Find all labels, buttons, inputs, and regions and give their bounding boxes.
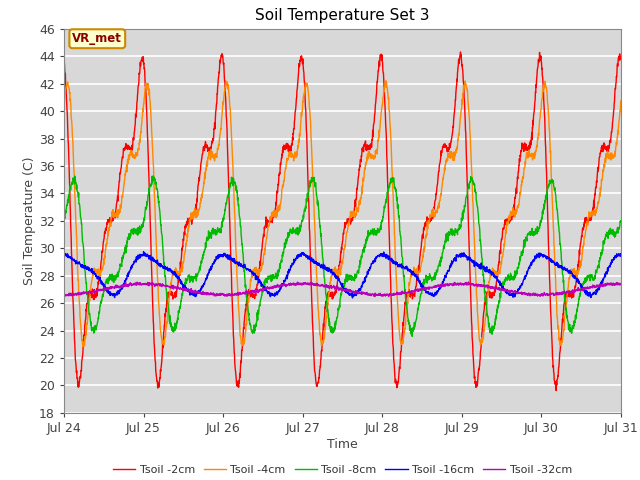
Tsoil -2cm [373,83,381,88]
Tsoil -4cm [373,147,381,153]
Tsoil -4cm [79,344,86,349]
Tsoil -8cm [149,173,157,179]
Tsoil -16cm [374,253,381,259]
Tsoil -4cm [60,104,68,109]
Tsoil -2cm [617,57,625,62]
Tsoil -16cm [566,268,573,274]
Tsoil -8cm [60,219,68,225]
Tsoil -8cm [550,183,557,189]
Tsoil -8cm [408,334,416,339]
Tsoil -4cm [617,98,625,104]
Tsoil -2cm [550,363,557,369]
Tsoil -32cm [60,292,68,298]
Tsoil -32cm [617,281,625,287]
Tsoil -16cm [140,249,147,254]
Tsoil -2cm [60,60,68,66]
Tsoil -16cm [617,253,625,259]
Legend: Tsoil -2cm, Tsoil -4cm, Tsoil -8cm, Tsoil -16cm, Tsoil -32cm: Tsoil -2cm, Tsoil -4cm, Tsoil -8cm, Tsoi… [108,461,577,480]
Line: Tsoil -32cm: Tsoil -32cm [64,282,621,297]
Tsoil -32cm [373,291,381,297]
Tsoil -32cm [550,293,557,299]
Line: Tsoil -4cm: Tsoil -4cm [64,81,621,347]
Tsoil -16cm [60,251,68,256]
Tsoil -8cm [617,218,625,224]
Tsoil -16cm [617,251,625,257]
Tsoil -4cm [382,78,390,84]
Y-axis label: Soil Temperature (C): Soil Temperature (C) [23,156,36,285]
Line: Tsoil -8cm: Tsoil -8cm [64,176,621,336]
Tsoil -32cm [617,281,625,287]
Tsoil -32cm [566,288,573,294]
Title: Soil Temperature Set 3: Soil Temperature Set 3 [255,9,429,24]
Tsoil -4cm [314,307,322,312]
Tsoil -4cm [479,339,486,345]
Tsoil -4cm [617,103,625,108]
Tsoil -16cm [314,262,322,267]
X-axis label: Time: Time [327,438,358,451]
Tsoil -2cm [314,379,322,385]
Text: VR_met: VR_met [72,32,122,45]
Tsoil -8cm [479,260,486,266]
Tsoil -4cm [566,275,573,281]
Tsoil -2cm [552,388,560,394]
Tsoil -16cm [349,295,356,301]
Line: Tsoil -2cm: Tsoil -2cm [64,52,621,391]
Tsoil -2cm [478,328,486,334]
Tsoil -2cm [566,293,573,299]
Line: Tsoil -16cm: Tsoil -16cm [64,252,621,298]
Tsoil -32cm [314,283,322,288]
Tsoil -32cm [479,284,486,289]
Tsoil -8cm [314,200,322,205]
Tsoil -8cm [373,229,381,235]
Tsoil -16cm [550,260,557,265]
Tsoil -8cm [617,219,625,225]
Tsoil -32cm [465,279,472,285]
Tsoil -2cm [617,57,625,62]
Tsoil -16cm [479,264,486,270]
Tsoil -2cm [457,49,465,55]
Tsoil -8cm [566,322,573,327]
Tsoil -32cm [385,294,392,300]
Tsoil -4cm [550,229,557,235]
